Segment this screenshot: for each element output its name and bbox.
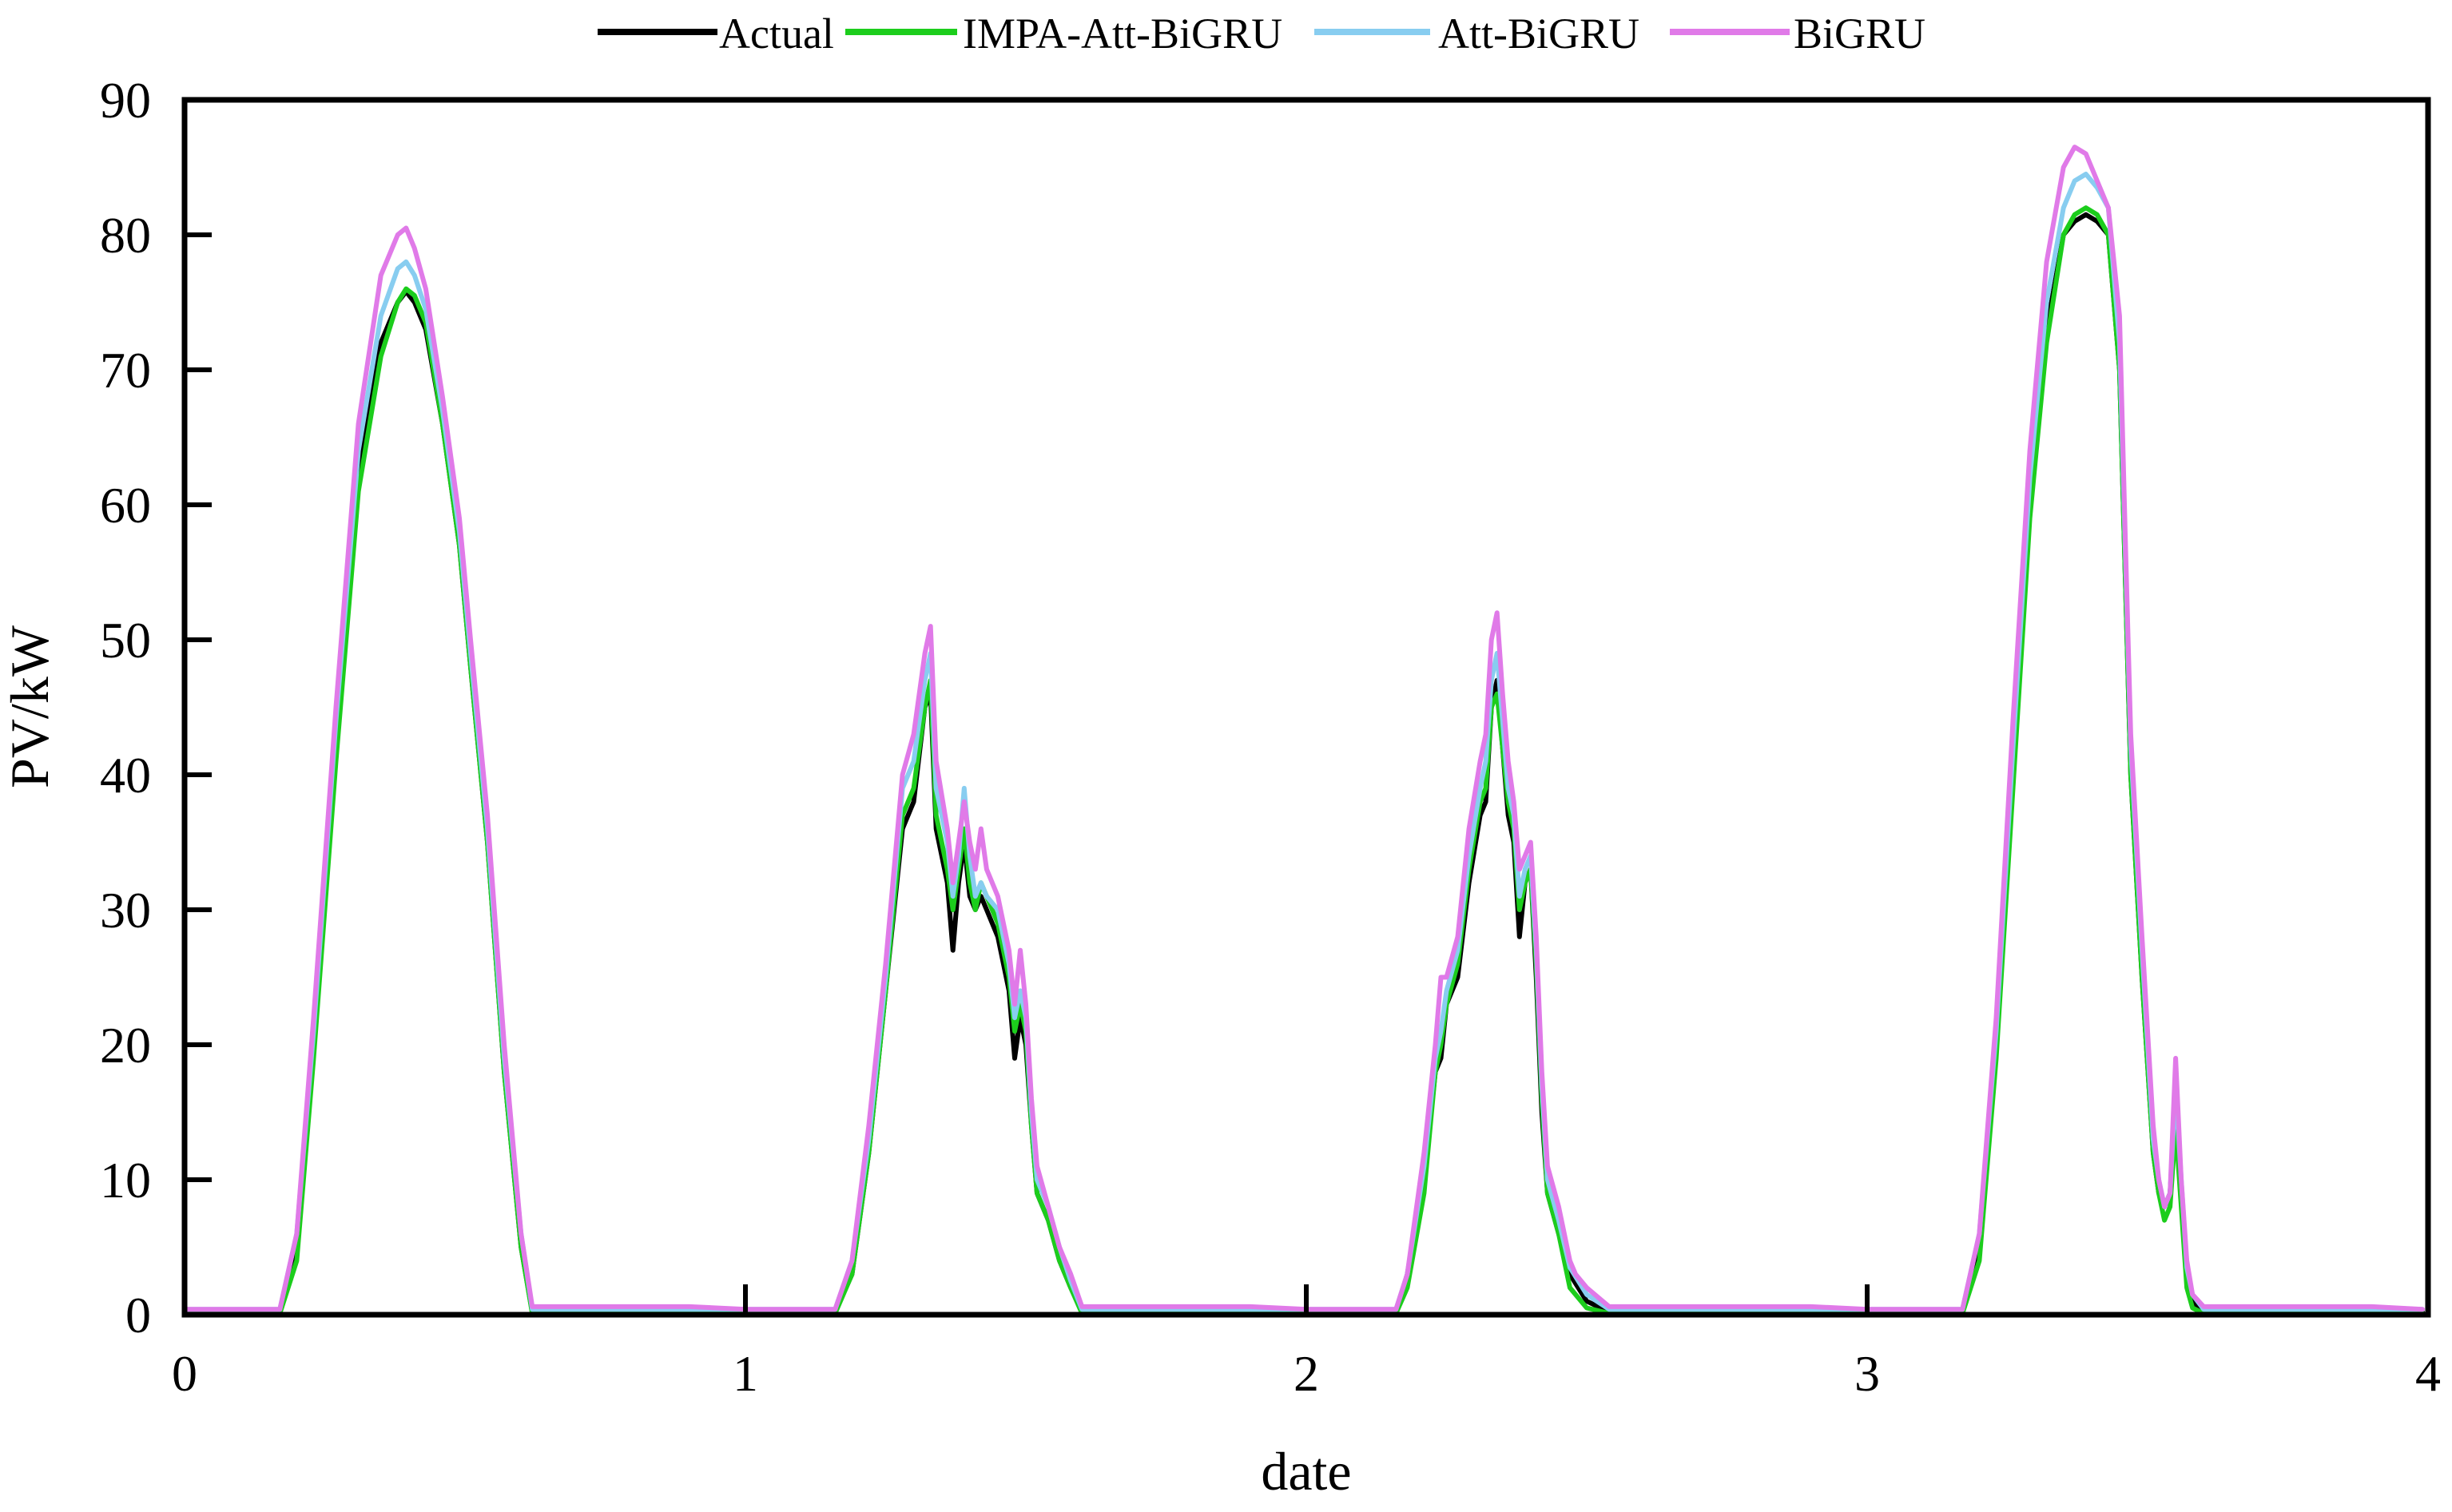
x-tick-label: 1 xyxy=(733,1345,758,1402)
y-tick-label: 90 xyxy=(100,72,151,129)
y-tick-label: 0 xyxy=(125,1287,151,1343)
legend-label-2: IMPA-Att-BiGRU xyxy=(963,10,1282,58)
y-tick-label: 70 xyxy=(100,342,151,399)
x-tick-label: 0 xyxy=(172,1345,197,1402)
legend-label-3: Att-BiGRU xyxy=(1438,10,1639,58)
x-tick-label: 3 xyxy=(1854,1345,1880,1402)
y-tick-label: 50 xyxy=(100,612,151,669)
x-tick-label: 4 xyxy=(2415,1345,2441,1402)
series-line-4 xyxy=(182,145,2425,1312)
legend-label-4: BiGRU xyxy=(1794,10,1925,58)
y-tick-label: 20 xyxy=(100,1017,151,1073)
y-axis-title: PV/kW xyxy=(0,625,60,788)
legend-label-1: Actual xyxy=(719,10,834,58)
series-layer xyxy=(182,145,2425,1316)
y-tick-label: 10 xyxy=(100,1152,151,1208)
y-tick-label: 60 xyxy=(100,477,151,534)
legend: Actual IMPA-Att-BiGRU Att-BiGRU BiGRU xyxy=(598,10,1925,58)
y-tick-label: 40 xyxy=(100,747,151,804)
y-tick-label: 80 xyxy=(100,207,151,264)
x-axis-title: date xyxy=(1261,1441,1351,1502)
x-tick-label: 2 xyxy=(1294,1345,1319,1402)
y-tick-label: 30 xyxy=(100,882,151,939)
